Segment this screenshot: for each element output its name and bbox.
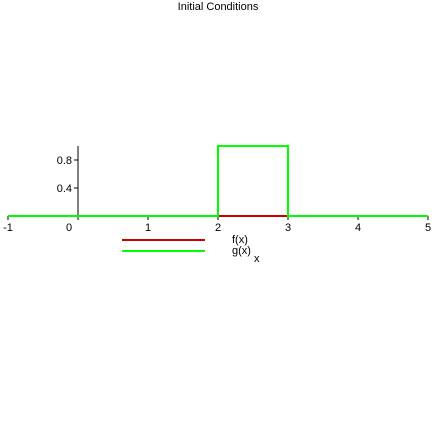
x-axis-label: x [254,253,260,265]
x-tick-label: 1 [145,222,151,234]
x-tick-label: -1 [3,222,13,234]
x-tick-label: 5 [425,222,431,234]
x-tick-label: 4 [355,222,361,234]
x-tick-label: 2 [215,222,221,234]
x-tick-label: 0 [66,222,72,234]
y-tick-label: 0.4 [57,183,72,195]
series-line [8,145,428,217]
legend-label: f(x) [232,234,248,246]
chart-title: Initial Conditions [178,1,259,13]
legend-label: g(x) [232,245,251,257]
x-tick-label: 3 [285,222,291,234]
y-tick-label: 0.8 [57,155,72,167]
